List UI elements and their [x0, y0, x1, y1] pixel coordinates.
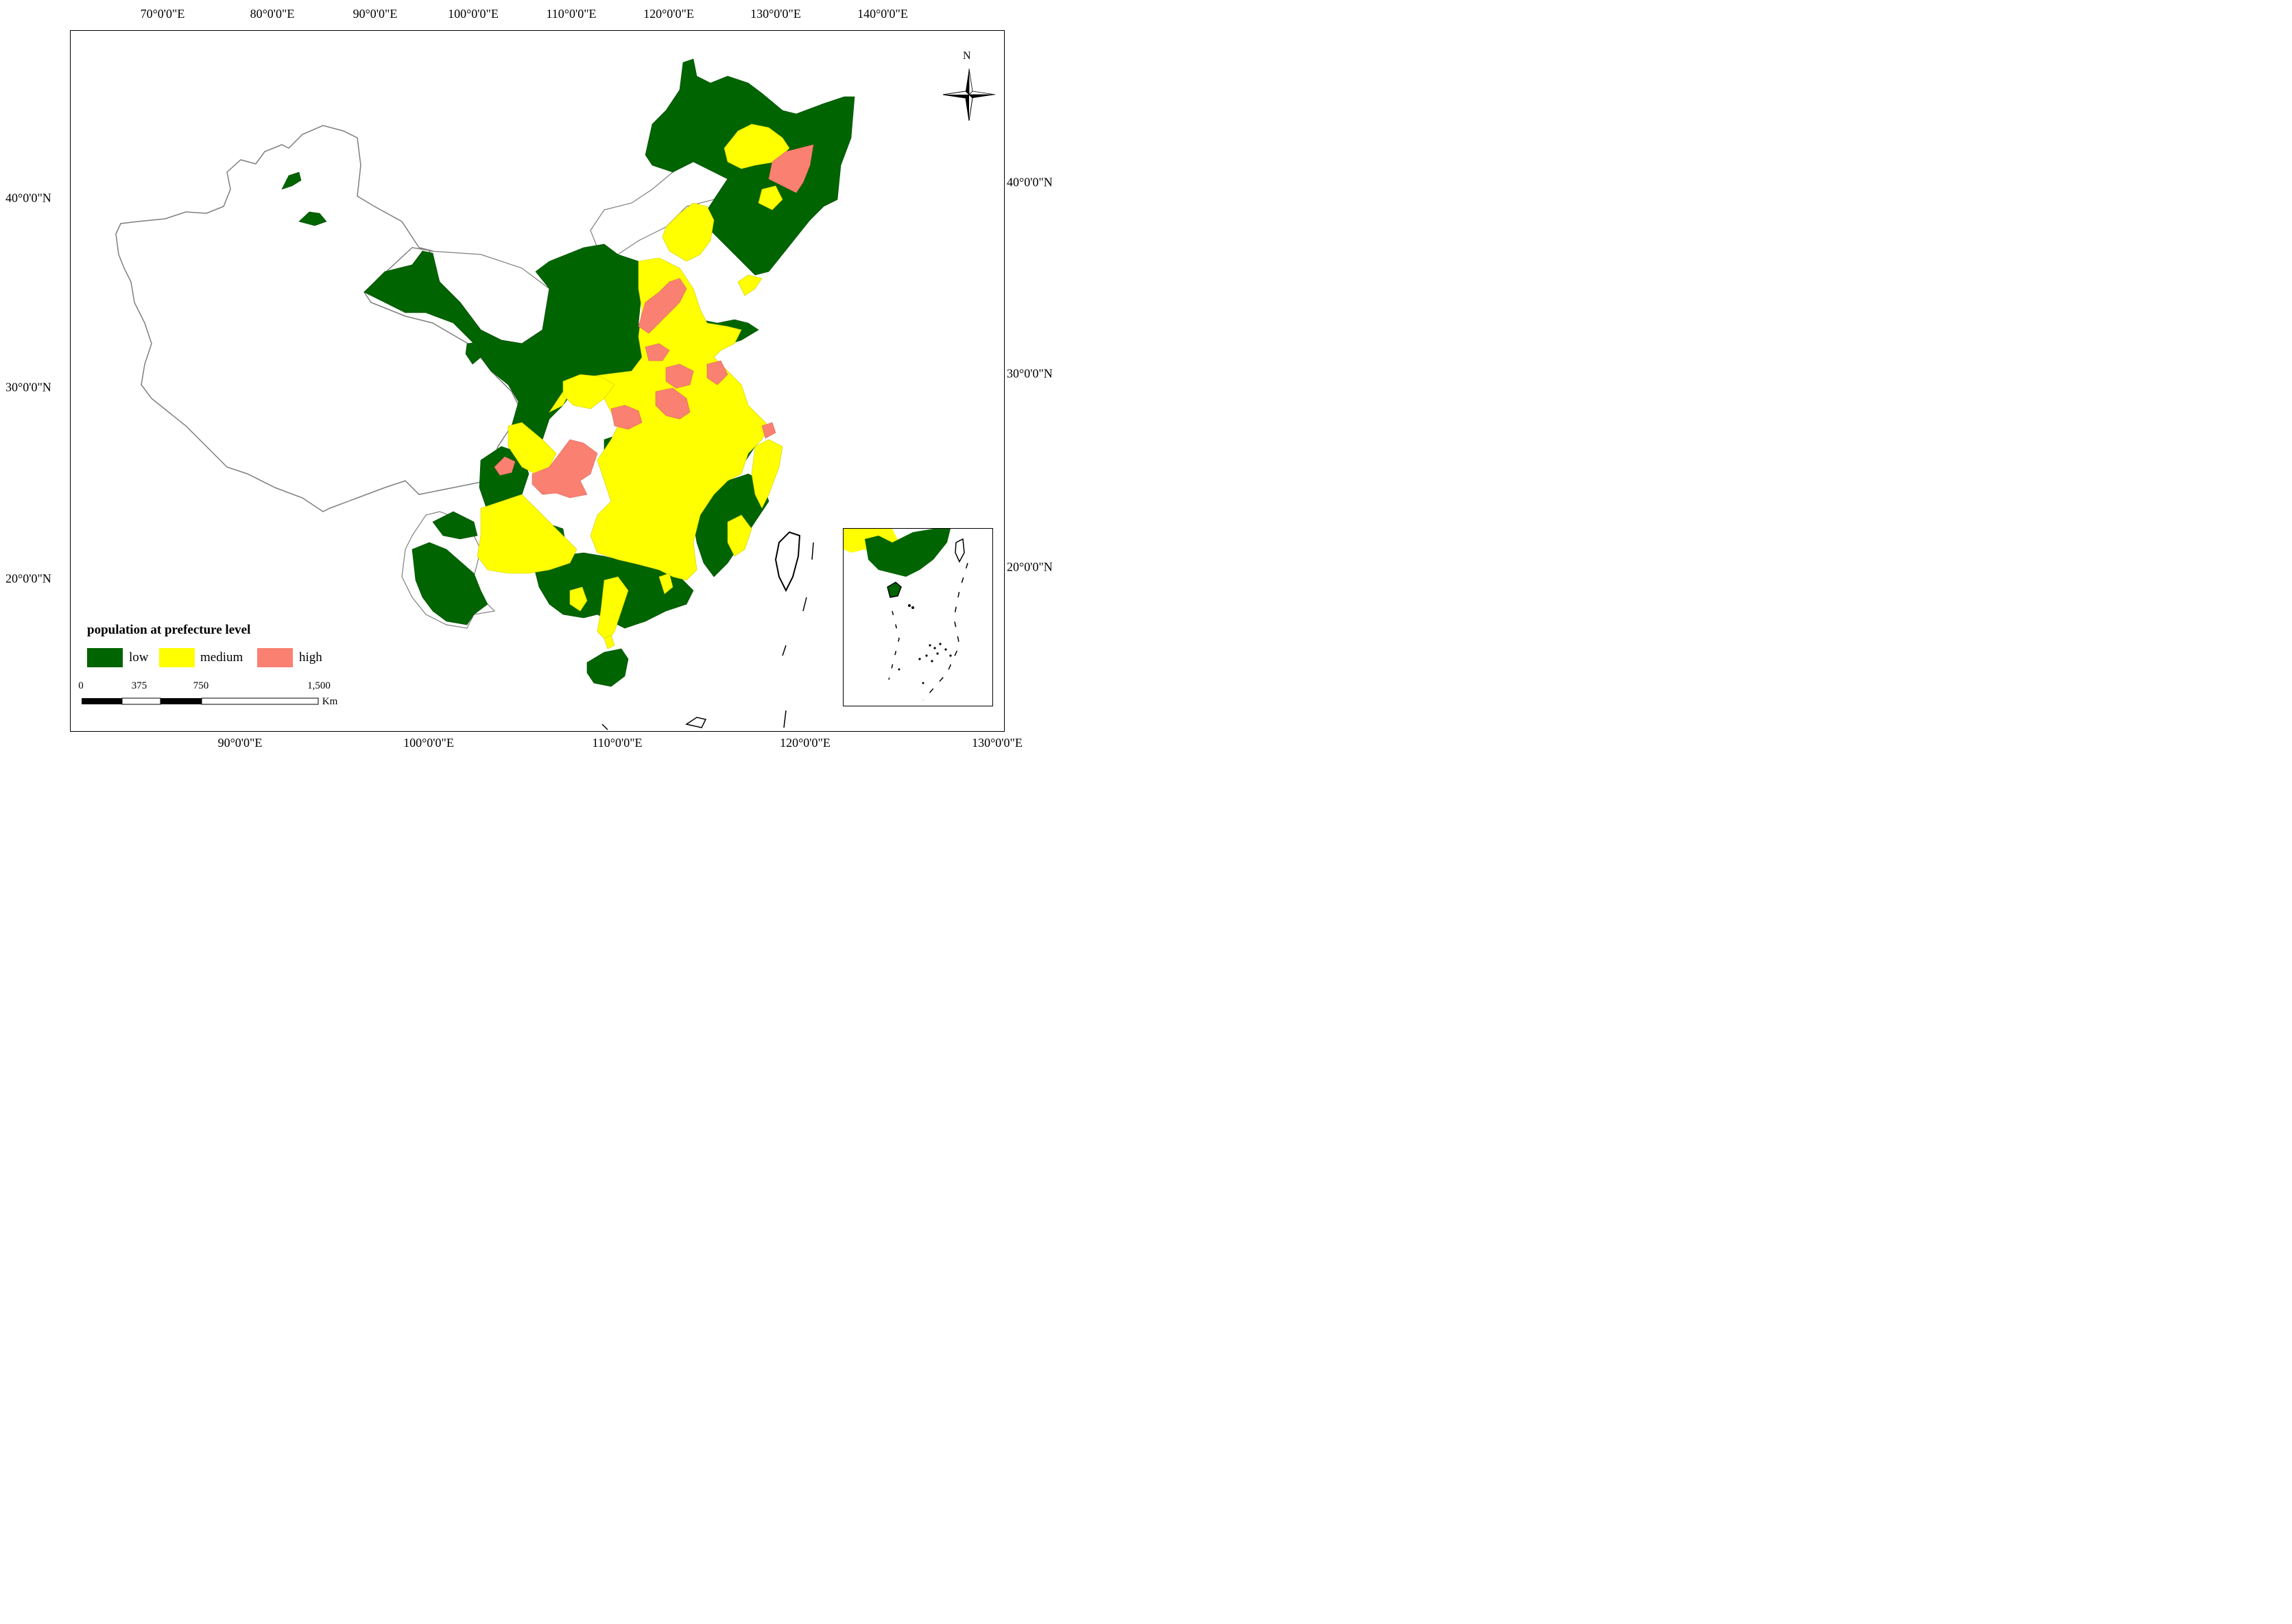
scale-bar-unit: Km [322, 696, 338, 707]
top-lon-label-140: 140°0'0"E [857, 7, 908, 21]
medium-population-regions [477, 123, 790, 649]
medium-region-guangxi-small [569, 586, 588, 612]
high-region-heilongjiang [768, 144, 814, 193]
north-label: N [963, 50, 971, 62]
island-outline-5 [783, 710, 787, 728]
map-frame [70, 30, 1005, 732]
low-region-northeast [645, 58, 855, 276]
island-outline-1 [685, 717, 707, 728]
low-region-yunnan-north [432, 511, 478, 540]
medium-region-northeast-2 [758, 185, 783, 211]
high-population-regions [494, 144, 814, 499]
medium-region-liaoning [737, 274, 763, 296]
bottom-lon-label-120: 120°0'0"E [780, 736, 831, 750]
high-region-sichuan-west [494, 456, 516, 476]
high-region-sichuan-center [532, 439, 598, 499]
north-arrow-icon [942, 68, 996, 121]
inset-low-region [865, 529, 951, 577]
high-region-hebei [638, 278, 687, 334]
top-lon-label-100: 100°0'0"E [448, 7, 499, 21]
low-region-southwest-yunnan [411, 542, 488, 625]
medium-region-shaanxi [562, 374, 615, 409]
bottom-lon-label-130: 130°0'0"E [972, 736, 1023, 750]
scale-bar-label-0: 0 [78, 680, 84, 691]
left-lat-label-40: 40°0'0"N [5, 191, 51, 205]
medium-region-hainan-north [604, 634, 615, 649]
low-region-xinjiang-2 [298, 211, 327, 226]
inset-dash-line [922, 562, 968, 701]
medium-region-north-china [549, 257, 769, 581]
legend-swatch-high [257, 648, 293, 667]
left-lat-label-20: 20°0'0"N [5, 571, 51, 586]
right-lat-label-40: 40°0'0"N [1007, 175, 1053, 189]
island-outline-4 [811, 542, 814, 560]
low-region-xinjiang-1 [281, 171, 302, 190]
map-canvas [82, 58, 996, 730]
top-lon-label-80: 80°0'0"E [250, 7, 295, 21]
low-region-hainan [586, 648, 629, 687]
island-outline-3 [802, 597, 807, 612]
top-lon-label-70: 70°0'0"E [140, 7, 185, 21]
inset-dash-line-2 [888, 610, 900, 680]
legend-swatch-medium [159, 648, 195, 667]
medium-region-fujian-coast [727, 514, 752, 557]
top-lon-label-110: 110°0'0"E [546, 7, 597, 21]
top-lon-label-120: 120°0'0"E [643, 7, 694, 21]
low-region-qinghai-east [465, 342, 481, 365]
legend-label-low: low [129, 650, 149, 665]
bottom-lon-label-100: 100°0'0"E [403, 736, 454, 750]
right-lat-label-30: 30°0'0"N [1007, 366, 1053, 381]
legend-label-medium: medium [200, 650, 243, 665]
high-region-henan-1 [665, 363, 694, 389]
top-lon-label-130: 130°0'0"E [750, 7, 801, 21]
scale-bar [82, 697, 319, 705]
medium-region-inner-mongolia [662, 202, 715, 262]
inset-taiwan [955, 538, 965, 563]
taiwan-outline [774, 531, 801, 593]
inset-hainan [887, 582, 902, 598]
high-region-henan-2 [706, 360, 728, 385]
high-region-shandong-west [645, 343, 670, 361]
legend-title: population at prefecture level [87, 623, 251, 637]
right-lat-label-20: 20°0'0"N [1007, 560, 1053, 574]
island-outline-2 [782, 645, 787, 656]
left-lat-label-30: 30°0'0"N [5, 380, 51, 394]
medium-region-zhejiang [751, 439, 783, 509]
high-region-shanghai [761, 422, 776, 439]
scale-bar-label-1500: 1,500 [307, 680, 331, 691]
legend-swatch-low [87, 648, 123, 667]
inset-map-canvas [844, 529, 968, 701]
medium-region-guangdong-2 [658, 573, 673, 595]
scale-bar-label-750: 750 [193, 680, 209, 691]
south-china-sea-inset [843, 528, 993, 706]
medium-region-northeast [724, 123, 790, 169]
island-outline-6 [601, 724, 608, 730]
top-lon-label-90: 90°0'0"E [353, 7, 398, 21]
inset-islands [898, 604, 952, 684]
high-region-anhui [655, 387, 691, 420]
bottom-lon-label-110: 110°0'0"E [592, 736, 643, 750]
high-region-chongqing [610, 405, 643, 430]
legend-label-high: high [299, 650, 322, 665]
medium-region-guangdong [597, 576, 629, 643]
bottom-lon-label-90: 90°0'0"E [217, 736, 263, 750]
scale-bar-label-375: 375 [131, 680, 147, 691]
medium-region-sichuan [477, 494, 577, 574]
